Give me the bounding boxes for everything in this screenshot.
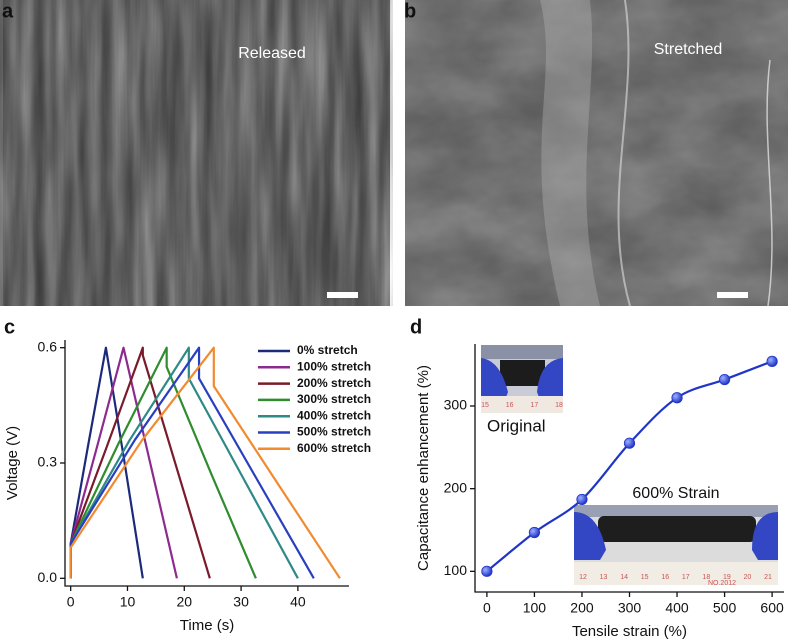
panel-label: a [2,0,14,22]
series-line [69,346,257,579]
data-point [671,392,683,404]
ruler-number: 20 [744,574,752,581]
legend-label: 100% stretch [297,359,371,373]
ruler-number: 17 [682,574,690,581]
x-tick-label: 200 [570,600,594,616]
y-tick-label: 300 [444,397,468,413]
x-tick-label: 600 [760,600,784,616]
data-point [766,355,778,367]
x-tick-label: 400 [665,600,689,616]
scale-bar [717,292,748,298]
ruler-number: 21 [764,574,772,581]
image-caption: Released [238,45,306,62]
axis-line [474,344,784,593]
ruler-number: 14 [620,574,628,581]
legend-label: 300% stretch [297,392,371,406]
x-tick-label: 0 [483,600,491,616]
panel-label: d [410,316,422,338]
legend-label: 500% stretch [297,425,371,439]
y-tick-label: 0.6 [38,338,58,354]
sem-image-released [0,0,393,306]
inset-photo-original [481,345,563,413]
y-axis-title: Voltage (V) [4,426,21,500]
ruler-number: 18 [555,402,563,409]
ruler-number: 16 [661,574,669,581]
y-tick-label: 0.3 [38,454,58,470]
x-tick-label: 100 [523,600,547,616]
data-point [576,493,588,506]
inset-caption: Original [487,416,546,435]
x-tick-label: 20 [176,594,192,610]
data-point [718,373,731,386]
sem-image-stretched [405,0,788,307]
image-caption: Stretched [654,41,722,58]
inset-caption: 600% Strain [632,485,719,502]
x-tick-label: 0 [67,594,75,610]
series-line [69,346,315,579]
data-point [623,437,636,449]
data-point [481,565,493,577]
panel-label: b [404,0,416,22]
x-tick-label: 40 [290,594,306,610]
ruler-number: 19 [723,574,731,581]
y-tick-label: 200 [444,479,468,495]
x-tick-label: 10 [120,594,136,610]
ruler-number: 12 [579,574,587,581]
ruler-number: 15 [481,402,489,409]
inset-photo-strain [574,505,778,585]
ruler-number: 15 [641,574,649,581]
ruler-number: 13 [600,574,608,581]
x-tick-label: 500 [713,600,737,616]
ruler-number: 17 [530,402,538,409]
y-axis-title: Capacitance enhancement (%) [415,365,432,571]
axis-line [64,340,349,587]
x-axis-title: Time (s) [180,617,234,634]
x-tick-label: 300 [618,600,642,616]
y-tick-label: 0.0 [38,569,58,585]
ruler-number: 18 [702,574,710,581]
x-axis-title: Tensile strain (%) [572,623,687,640]
panel-label: c [4,316,15,338]
legend-label: 400% stretch [297,408,371,422]
x-tick-label: 30 [233,594,249,610]
ruler-mark: NO.2012 [708,580,736,587]
scale-bar [327,292,358,298]
legend-label: 600% stretch [297,441,371,455]
legend-label: 0% stretch [297,343,358,357]
ruler-number: 16 [506,402,514,409]
data-point [528,526,541,539]
legend-label: 200% stretch [297,376,371,390]
series-line [69,346,341,579]
y-tick-label: 100 [444,562,468,578]
